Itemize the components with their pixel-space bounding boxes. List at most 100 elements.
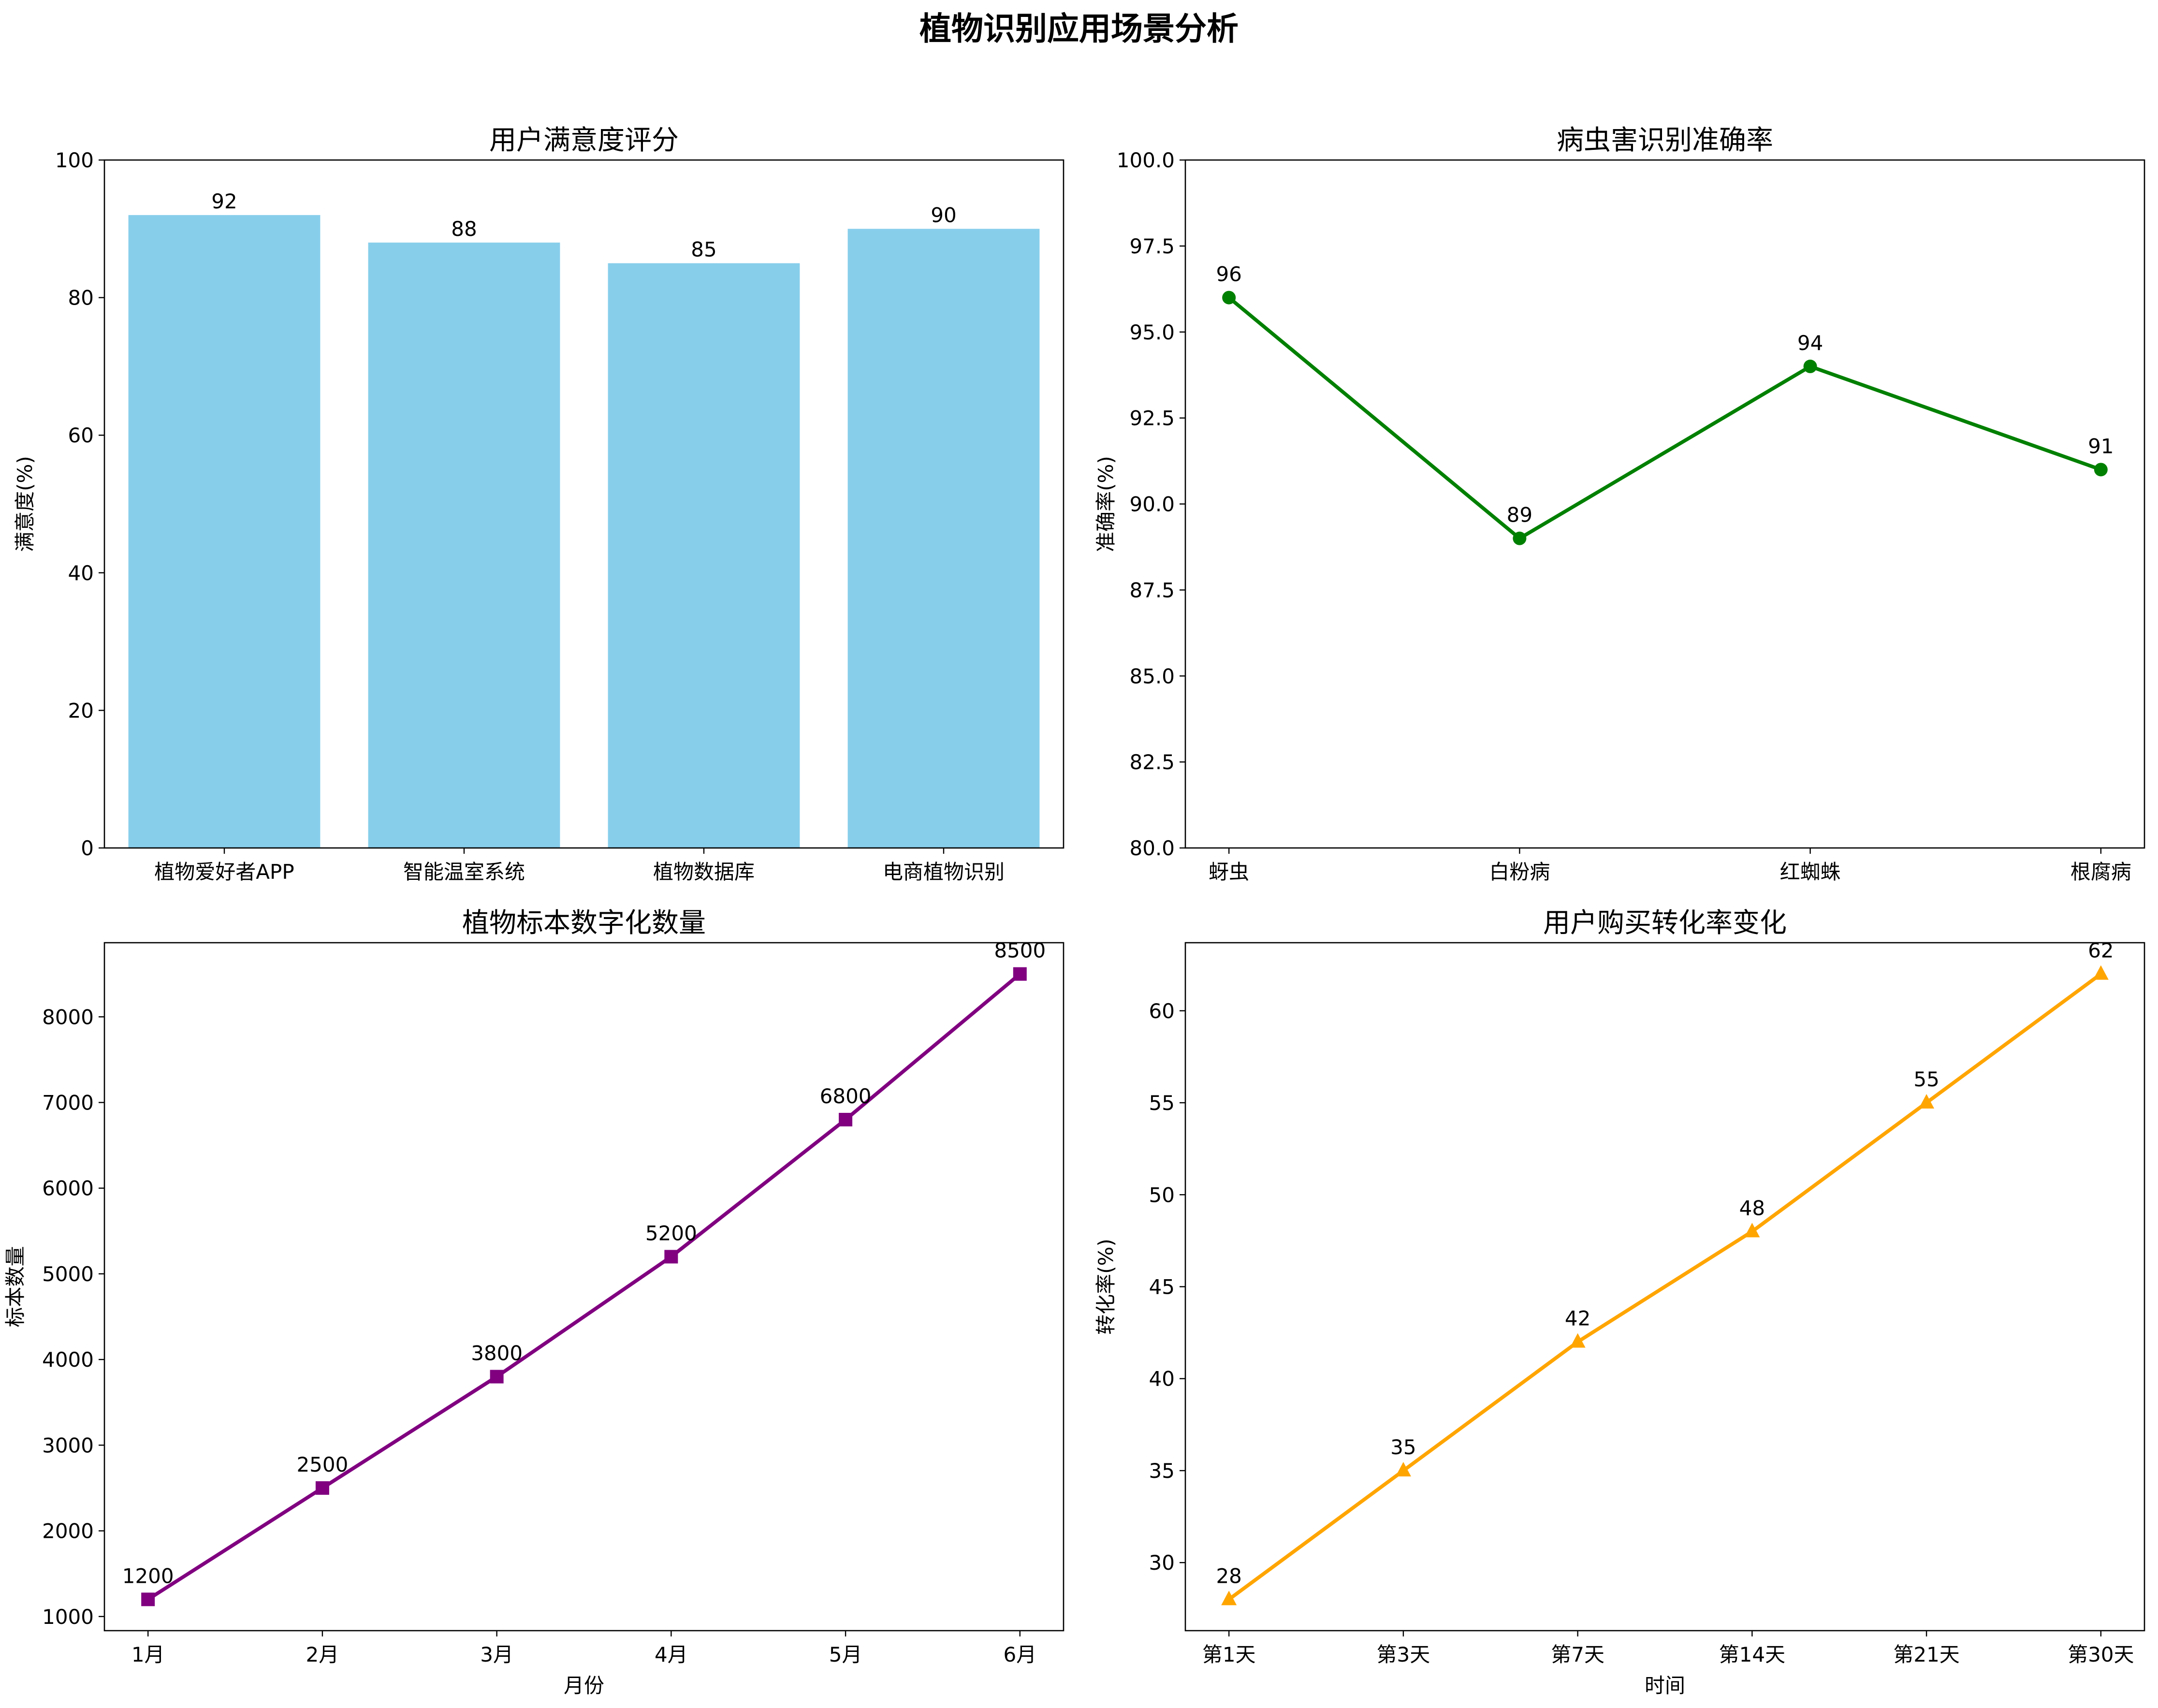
y-tick-label: 87.5 xyxy=(1129,578,1175,602)
data-label-4: 5200 xyxy=(645,1221,697,1245)
data-point-6 xyxy=(1013,967,1027,981)
x-tick-label: 2月 xyxy=(306,1643,339,1666)
y-tick-label: 2000 xyxy=(42,1519,94,1543)
x-tick-label: 第3天 xyxy=(1377,1643,1430,1666)
data-label-3: 94 xyxy=(1797,331,1823,355)
y-tick-label: 3000 xyxy=(42,1433,94,1457)
data-label-3: 85 xyxy=(691,237,716,261)
bar-2 xyxy=(368,242,560,848)
y-tick-label: 100 xyxy=(55,148,94,172)
y-tick-label: 90.0 xyxy=(1129,493,1175,516)
data-label-5: 6800 xyxy=(820,1084,872,1108)
data-label-4: 91 xyxy=(2088,434,2114,458)
data-label-4: 48 xyxy=(1739,1196,1765,1220)
y-tick-label: 0 xyxy=(81,836,94,860)
y-axis-label: 转化率(%) xyxy=(1094,1239,1118,1335)
y-tick-label: 5000 xyxy=(42,1262,94,1286)
y-tick-label: 95.0 xyxy=(1129,321,1175,344)
x-tick-label: 植物爱好者APP xyxy=(154,860,294,884)
data-point-1 xyxy=(1222,291,1236,305)
x-tick-label: 植物数据库 xyxy=(653,860,755,884)
chart-title: 植物标本数字化数量 xyxy=(462,907,706,939)
chart-panel-2: 96 89 94 91 80.0 82.5 85.0 87.5 90.0 92.5 95.0 97.5… xyxy=(1094,125,2145,884)
data-label-1: 92 xyxy=(211,190,237,213)
x-tick-label: 蚜虫 xyxy=(1209,860,1249,884)
data-point-4 xyxy=(2094,463,2108,477)
data-point-5 xyxy=(839,1112,853,1126)
y-tick-label: 55 xyxy=(1149,1091,1175,1115)
x-tick-label: 第7天 xyxy=(1551,1643,1604,1666)
chart-panel-3: 1200250038005200680085001000200030004000… xyxy=(3,907,1064,1697)
y-tick-label: 30 xyxy=(1149,1551,1175,1575)
data-point-4 xyxy=(664,1250,678,1264)
y-tick-label: 82.5 xyxy=(1129,750,1175,774)
y-tick-label: 80.0 xyxy=(1129,836,1175,860)
x-tick-label: 第1天 xyxy=(1202,1643,1256,1666)
data-label-5: 55 xyxy=(1913,1067,1939,1091)
data-label-3: 3800 xyxy=(471,1342,523,1365)
series-line xyxy=(1227,972,2102,1601)
data-point-4 xyxy=(1744,1223,1760,1238)
data-point-6 xyxy=(2093,965,2109,980)
data-label-1: 96 xyxy=(1216,263,1241,286)
y-axis-label: 满意度(%) xyxy=(13,456,37,552)
y-tick-label: 100.0 xyxy=(1117,148,1175,172)
data-point-1 xyxy=(1221,1591,1237,1606)
bar-1 xyxy=(128,215,321,848)
y-tick-label: 1000 xyxy=(42,1605,94,1629)
x-tick-label: 5月 xyxy=(829,1643,862,1666)
plot-frame xyxy=(103,159,1064,849)
y-tick-label: 97.5 xyxy=(1129,234,1175,258)
y-tick-label: 8000 xyxy=(42,1005,94,1029)
y-tick-label: 85.0 xyxy=(1129,664,1175,688)
data-point-2 xyxy=(1513,531,1527,545)
y-tick-label: 40 xyxy=(1149,1367,1175,1391)
data-label-3: 42 xyxy=(1565,1307,1590,1330)
data-point-3 xyxy=(1570,1333,1586,1348)
chart-panel-1: 92 88 85 90 0 20 40 60 80 100 植物爱好者APP 智能温室系统 植物数据库 电… xyxy=(13,125,1064,884)
y-axis-label: 准确率(%) xyxy=(1094,456,1118,552)
chart-panel-4: 28354248556230354045505560第1天 第3天 第7天 第14天第… xyxy=(1094,907,2145,1697)
x-tick-label: 第14天 xyxy=(1719,1643,1785,1666)
x-tick-label: 白粉病 xyxy=(1489,860,1550,884)
y-tick-label: 6000 xyxy=(42,1177,94,1200)
data-point-2 xyxy=(1395,1461,1411,1476)
y-tick-label: 80 xyxy=(68,286,94,310)
data-label-2: 35 xyxy=(1390,1435,1416,1459)
x-tick-label: 红蜘蛛 xyxy=(1780,860,1841,884)
figure-title: 植物识别应用场景分析 xyxy=(919,10,1239,47)
data-label-2: 2500 xyxy=(296,1453,348,1476)
data-point-1 xyxy=(141,1592,155,1606)
x-axis-label: 月份 xyxy=(564,1674,604,1697)
y-tick-label: 40 xyxy=(68,561,94,585)
y-axis-label: 标本数量 xyxy=(3,1246,27,1327)
chart-title: 用户满意度评分 xyxy=(489,125,679,156)
y-tick-label: 7000 xyxy=(42,1091,94,1114)
x-tick-label: 第21天 xyxy=(1893,1643,1959,1666)
data-label-2: 88 xyxy=(451,217,477,241)
charts-grid: 92 88 85 90 0 20 40 60 80 100 植物爱好者APP 智能温室系统 植物数据库 电… xyxy=(3,125,2145,1697)
bar-4 xyxy=(847,229,1040,848)
data-label-2: 89 xyxy=(1507,503,1532,527)
plot-frame xyxy=(103,942,1064,1632)
data-label-1: 28 xyxy=(1216,1564,1241,1588)
data-point-3 xyxy=(490,1370,504,1384)
x-tick-label: 3月 xyxy=(480,1643,513,1666)
series-line xyxy=(147,972,1021,1601)
x-tick-label: 1月 xyxy=(131,1643,165,1666)
y-tick-label: 50 xyxy=(1149,1183,1175,1207)
data-point-3 xyxy=(1803,359,1817,373)
y-tick-label: 4000 xyxy=(42,1348,94,1372)
data-label-4: 90 xyxy=(931,203,956,227)
chart-title: 病虫害识别准确率 xyxy=(1557,125,1773,156)
y-tick-label: 60 xyxy=(1149,999,1175,1023)
y-tick-label: 35 xyxy=(1149,1459,1175,1483)
chart-title: 用户购买转化率变化 xyxy=(1543,907,1787,939)
y-tick-label: 60 xyxy=(68,423,94,447)
x-tick-label: 4月 xyxy=(655,1643,688,1666)
x-tick-label: 第30天 xyxy=(2068,1643,2134,1666)
data-point-2 xyxy=(315,1481,329,1495)
y-tick-label: 45 xyxy=(1149,1275,1175,1299)
